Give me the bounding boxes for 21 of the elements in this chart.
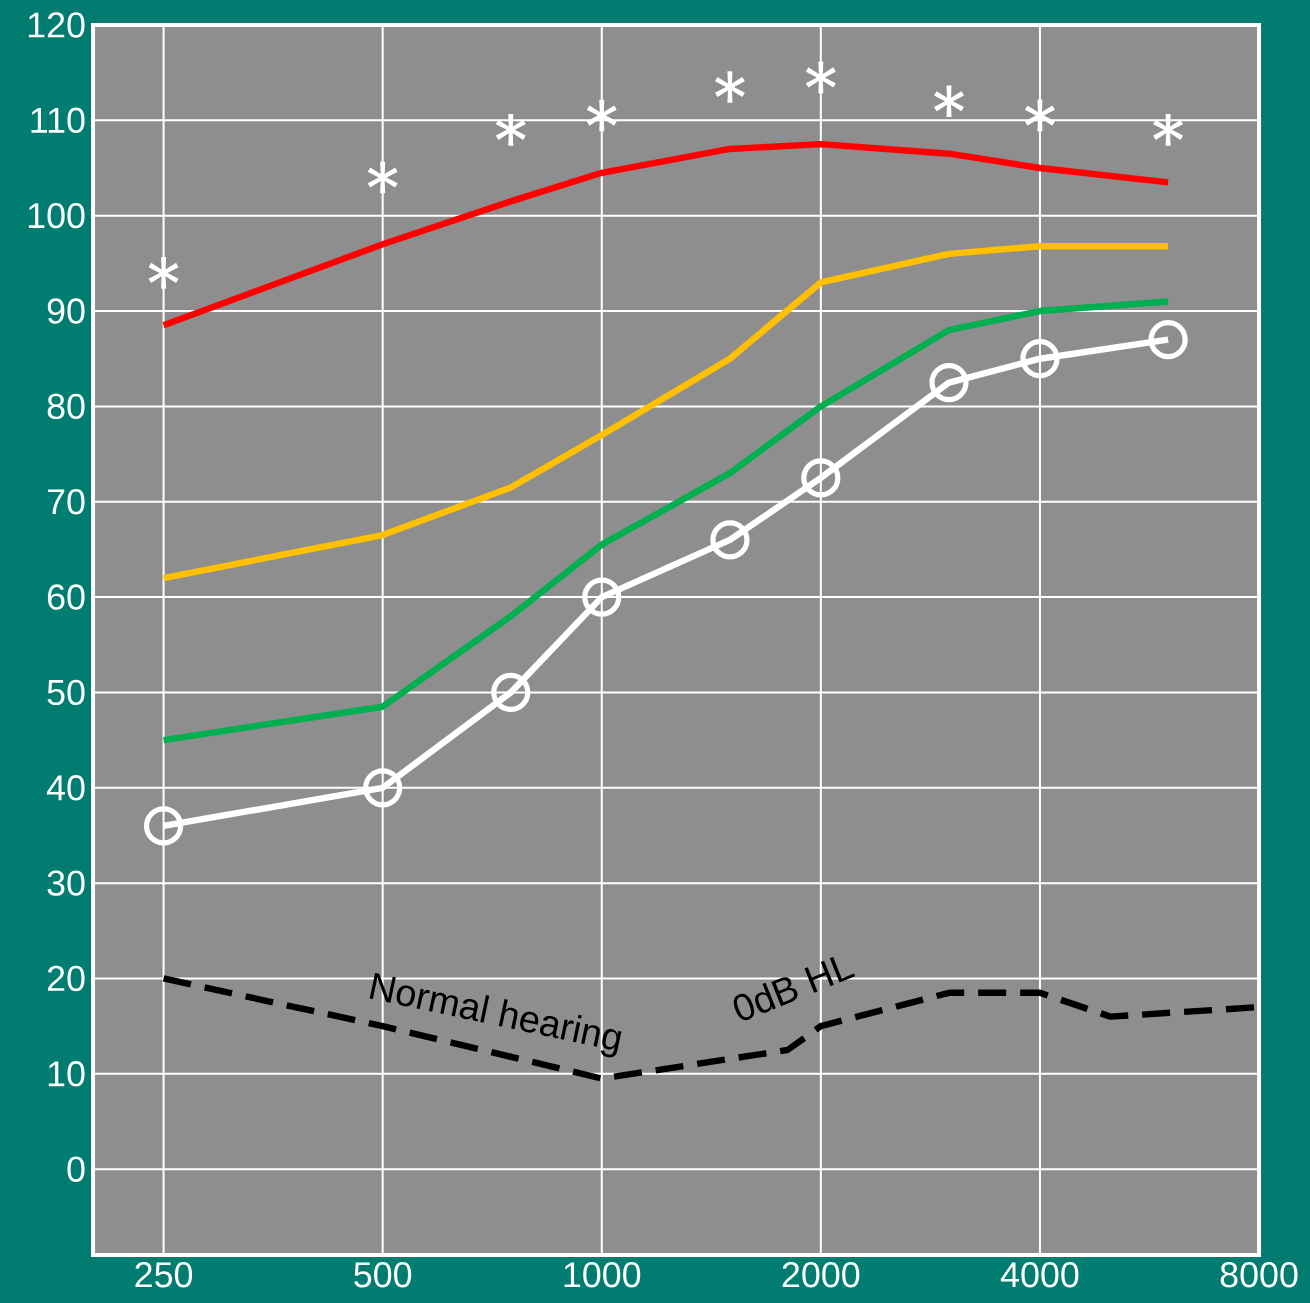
y-tick-label: 90 bbox=[47, 298, 85, 324]
y-tick-label: 40 bbox=[46, 775, 85, 801]
x-tick-label: 8000 bbox=[1220, 1262, 1298, 1288]
y-tick-label: 120 bbox=[28, 12, 85, 38]
x-tick-label: 4000 bbox=[1000, 1262, 1079, 1288]
y-tick-label: 50 bbox=[47, 679, 85, 706]
y-tick-label: 110 bbox=[31, 107, 85, 134]
annotation: 0dB HL bbox=[733, 957, 856, 1021]
y-tick-label: 30 bbox=[47, 870, 85, 896]
y-tick-label: 20 bbox=[47, 965, 85, 992]
y-tick-label: 10 bbox=[48, 1061, 85, 1087]
y-tick-label: 70 bbox=[47, 489, 85, 515]
x-tick-label: 250 bbox=[135, 1262, 193, 1288]
y-tick-label: 0 bbox=[67, 1156, 85, 1182]
x-tick-label: 1000 bbox=[564, 1262, 641, 1288]
x-tick-label: 2000 bbox=[782, 1262, 860, 1288]
x-tick-label: 500 bbox=[354, 1262, 412, 1288]
y-tick-label: 100 bbox=[28, 202, 85, 229]
annotation: Normal hearing bbox=[369, 972, 622, 1058]
y-tick-label: 80 bbox=[47, 393, 85, 420]
y-tick-label: 60 bbox=[47, 584, 85, 610]
